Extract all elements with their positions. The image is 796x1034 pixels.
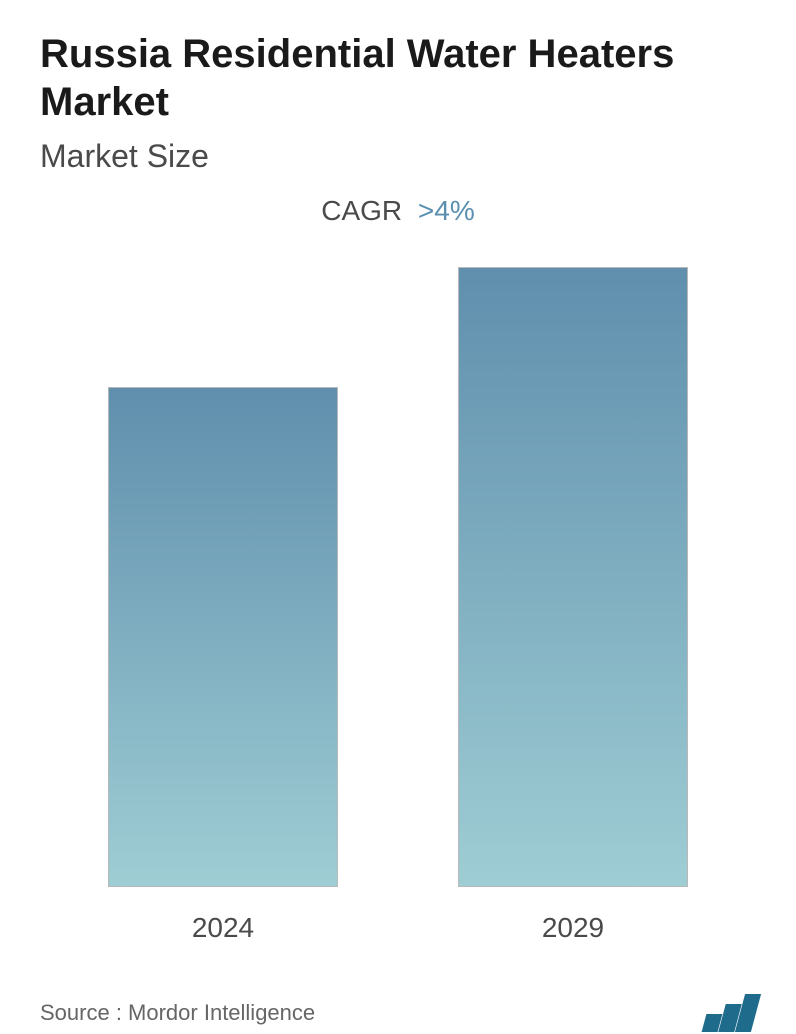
bar-label-2029: 2029 [542, 912, 604, 944]
bar-group-2024: 2024 [108, 387, 338, 944]
bar-label-2024: 2024 [192, 912, 254, 944]
chart-container: Russia Residential Water Heaters Market … [0, 0, 796, 1034]
source-text: Source : Mordor Intelligence [40, 1000, 315, 1026]
chart-area: 2024 2029 [40, 267, 756, 974]
cagr-value: >4% [418, 195, 475, 226]
cagr-label: CAGR [321, 195, 402, 226]
cagr-row: CAGR >4% [40, 195, 756, 227]
chart-footer: Source : Mordor Intelligence [40, 974, 756, 1032]
bar-2029 [458, 267, 688, 887]
bar-2024 [108, 387, 338, 887]
chart-subtitle: Market Size [40, 138, 756, 175]
mordor-logo-icon [704, 994, 756, 1032]
bar-group-2029: 2029 [458, 267, 688, 944]
chart-title: Russia Residential Water Heaters Market [40, 30, 756, 126]
